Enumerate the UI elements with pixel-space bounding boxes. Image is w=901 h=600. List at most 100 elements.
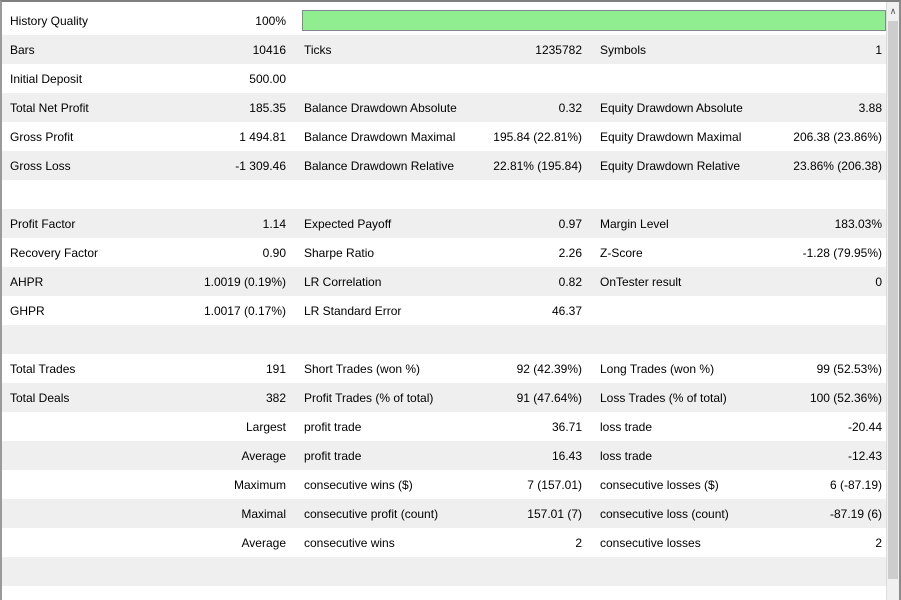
row-cell: profit trade 36.71: [296, 412, 588, 441]
row-label: Balance Drawdown Absolute: [304, 100, 457, 115]
row-cell: Equity Drawdown Maximal 206.38 (23.86%): [588, 122, 886, 151]
spacer-row: [2, 180, 886, 209]
row-cell: History Quality 100%: [2, 6, 296, 35]
row-value: 382: [265, 390, 286, 405]
row-cell: Profit Trades (% of total) 91 (47.64%): [296, 383, 588, 412]
row-cell: consecutive loss (count) -87.19 (6): [588, 499, 886, 528]
table-row: Gross Loss -1 309.46 Balance Drawdown Rela…: [2, 151, 886, 180]
row-value: -1 309.46: [235, 158, 286, 173]
row-cell: Z-Score -1.28 (79.95%): [588, 238, 886, 267]
row-value: 2: [575, 535, 582, 550]
row-label: History Quality: [10, 13, 89, 28]
row-label: consecutive profit (count): [304, 506, 439, 521]
row-value: 1.14: [262, 216, 286, 231]
row-value: -1.28 (79.95%): [802, 245, 882, 260]
row-value: Average: [241, 448, 286, 463]
row-label: Equity Drawdown Maximal: [600, 129, 742, 144]
table-row: Average profit trade 16.43 loss trade -12.43: [2, 441, 886, 470]
row-value: 91 (47.64%): [516, 390, 582, 405]
row-label: loss trade: [600, 448, 653, 463]
row-label: Expected Payoff: [304, 216, 392, 231]
row-label: profit trade: [304, 448, 362, 463]
row-label: Z-Score: [600, 245, 643, 260]
row-value: 16.43: [551, 448, 582, 463]
scrollbar-thumb[interactable]: [888, 21, 898, 579]
row-label: Loss Trades (% of total): [600, 390, 727, 405]
row-cell: Average: [2, 528, 296, 557]
table-row: Profit Factor 1.14 Expected Payoff 0.97 Marg…: [2, 209, 886, 238]
row-cell: Recovery Factor 0.90: [2, 238, 296, 267]
row-cell: Balance Drawdown Relative 22.81% (195.84): [296, 151, 588, 180]
row-value: Average: [241, 535, 286, 550]
row-label: GHPR: [10, 303, 45, 318]
row-label: Total Net Profit: [10, 100, 89, 115]
row-cell: Margin Level 183.03%: [588, 209, 886, 238]
row-label: OnTester result: [600, 274, 682, 289]
row-label: Initial Deposit: [10, 71, 83, 86]
row-cell: [296, 64, 588, 93]
row-value: 46.37: [551, 303, 582, 318]
table-row: Maximal consecutive profit (count) 157.01 …: [2, 499, 886, 528]
row-cell: loss trade -12.43: [588, 441, 886, 470]
row-cell: Maximum: [2, 470, 296, 499]
row-label: Gross Profit: [10, 129, 74, 144]
row-value: 2: [875, 535, 882, 550]
row-cell: consecutive profit (count) 157.01 (7): [296, 499, 588, 528]
row-label: Total Deals: [10, 390, 70, 405]
row-value: 157.01 (7): [527, 506, 582, 521]
row-value: 100%: [255, 13, 286, 28]
row-value: 1: [875, 42, 882, 57]
row-cell: LR Correlation 0.82: [296, 267, 588, 296]
row-value: 22.81% (195.84): [493, 158, 582, 173]
row-cell: OnTester result 0: [588, 267, 886, 296]
row-cell: [588, 296, 886, 325]
table-row: Total Deals 382 Profit Trades (% of total)…: [2, 383, 886, 412]
row-cell: Gross Loss -1 309.46: [2, 151, 296, 180]
row-cell: Loss Trades (% of total) 100 (52.36%): [588, 383, 886, 412]
row-cell: Largest: [2, 412, 296, 441]
vertical-scrollbar[interactable]: ∧: [886, 2, 899, 600]
row-label: Profit Factor: [10, 216, 76, 231]
row-label: Sharpe Ratio: [304, 245, 375, 260]
row-label: Gross Loss: [10, 158, 71, 173]
row-value: 2.26: [558, 245, 582, 260]
history-quality-bar-track: [296, 6, 886, 35]
table-row: Maximum consecutive wins ($) 7 (157.01) con…: [2, 470, 886, 499]
row-value: 185.35: [249, 100, 286, 115]
scrollbar-up-button[interactable]: ∧: [887, 4, 899, 19]
row-cell: profit trade 16.43: [296, 441, 588, 470]
table-row: History Quality 100%: [2, 6, 886, 35]
table-row: Total Net Profit 185.35 Balance Drawdown A…: [2, 93, 886, 122]
row-label: Recovery Factor: [10, 245, 99, 260]
table-row: Initial Deposit 500.00: [2, 64, 886, 93]
row-value: 195.84 (22.81%): [493, 129, 582, 144]
spacer-row: [2, 557, 886, 586]
row-cell: Total Trades 191: [2, 354, 296, 383]
spacer-row: [2, 325, 886, 354]
row-value: Maximum: [233, 477, 286, 492]
row-cell: consecutive losses ($) 6 (-87.19): [588, 470, 886, 499]
row-label: Ticks: [304, 42, 332, 57]
row-cell: Total Deals 382: [2, 383, 296, 412]
table-row: Recovery Factor 0.90 Sharpe Ratio 2.26 Z-Sco…: [2, 238, 886, 267]
row-value: Largest: [245, 419, 286, 434]
row-value: 7 (157.01): [527, 477, 582, 492]
row-label: Margin Level: [600, 216, 669, 231]
row-cell: Expected Payoff 0.97: [296, 209, 588, 238]
row-label: consecutive wins ($): [304, 477, 413, 492]
row-value: 1235782: [535, 42, 582, 57]
history-quality-bar: [302, 10, 886, 31]
row-value: 206.38 (23.86%): [793, 129, 882, 144]
row-value: 0.82: [558, 274, 582, 289]
row-value: 0.32: [558, 100, 582, 115]
row-label: LR Correlation: [304, 274, 382, 289]
row-value: 0: [875, 274, 882, 289]
table-row: Bars 10416 Ticks 1235782 Symbols 1: [2, 35, 886, 64]
row-cell: Average: [2, 441, 296, 470]
row-cell: Equity Drawdown Relative 23.86% (206.38): [588, 151, 886, 180]
row-cell: consecutive wins 2: [296, 528, 588, 557]
row-value: -12.43: [847, 448, 882, 463]
table-row: GHPR 1.0017 (0.17%) LR Standard Error 46.37: [2, 296, 886, 325]
results-table: History Quality 100% Bars 10416 Ticks 1235782…: [2, 2, 886, 600]
row-label: Bars: [10, 42, 35, 57]
